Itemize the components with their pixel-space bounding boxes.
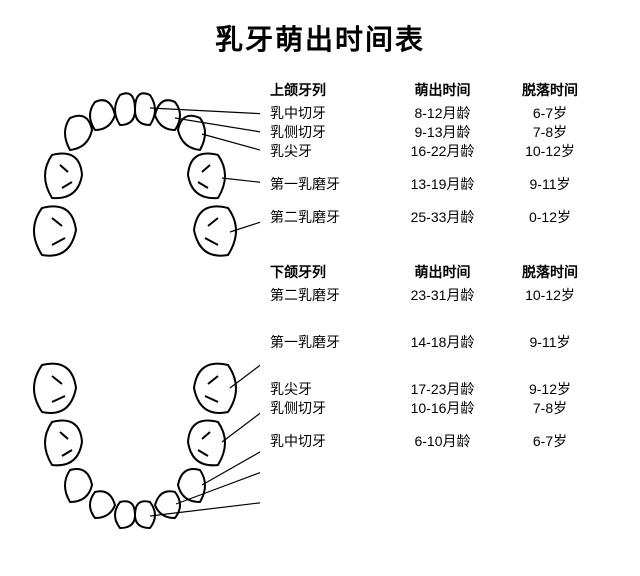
eruption-time: 6-10月龄 [385, 432, 500, 451]
content-area: 上颌牙列 萌出时间 脱落时间 乳中切牙 8-12月龄 6-7岁 乳侧切牙 9-1… [0, 58, 640, 550]
tooth-name: 第一乳磨牙 [270, 175, 385, 194]
shedding-time: 9-11岁 [500, 333, 600, 352]
eruption-time: 8-12月龄 [385, 104, 500, 123]
eruption-time: 16-22月龄 [385, 142, 500, 161]
header-eruption: 萌出时间 [385, 80, 500, 100]
table-row: 第二乳磨牙 25-33月龄 0-12岁 [270, 208, 620, 227]
shedding-time: 9-12岁 [500, 380, 600, 399]
tooth-name: 乳侧切牙 [270, 399, 385, 418]
shedding-time: 10-12岁 [500, 286, 600, 305]
shedding-time: 6-7岁 [500, 104, 600, 123]
table-row: 乳中切牙 8-12月龄 6-7岁 [270, 104, 620, 123]
tooth-name: 第一乳磨牙 [270, 333, 385, 352]
eruption-time: 14-18月龄 [385, 333, 500, 352]
table-row: 乳尖牙 16-22月龄 10-12岁 [270, 142, 620, 161]
tooth-name: 乳尖牙 [270, 380, 385, 399]
lower-teeth-table: 下颌牙列 萌出时间 脱落时间 第二乳磨牙 23-31月龄 10-12岁 第一乳磨… [270, 262, 620, 450]
tooth-name: 第二乳磨牙 [270, 208, 385, 227]
upper-table-header: 上颌牙列 萌出时间 脱落时间 [270, 80, 620, 100]
eruption-time: 23-31月龄 [385, 286, 500, 305]
tooth-name: 乳中切牙 [270, 104, 385, 123]
table-row: 乳尖牙 17-23月龄 9-12岁 [270, 380, 620, 399]
table-row: 第一乳磨牙 14-18月龄 9-11岁 [270, 333, 620, 352]
eruption-time: 9-13月龄 [385, 123, 500, 142]
tooth-name: 乳尖牙 [270, 142, 385, 161]
table-row: 第一乳磨牙 13-19月龄 9-11岁 [270, 175, 620, 194]
header-arch: 下颌牙列 [270, 262, 385, 282]
header-arch: 上颌牙列 [270, 80, 385, 100]
header-shedding: 脱落时间 [500, 80, 600, 100]
table-row: 第二乳磨牙 23-31月龄 10-12岁 [270, 286, 620, 305]
table-row: 乳中切牙 6-10月龄 6-7岁 [270, 432, 620, 451]
eruption-time: 10-16月龄 [385, 399, 500, 418]
tooth-name: 乳侧切牙 [270, 123, 385, 142]
tooth-name: 第二乳磨牙 [270, 286, 385, 305]
shedding-time: 7-8岁 [500, 123, 600, 142]
eruption-time: 17-23月龄 [385, 380, 500, 399]
eruption-time: 13-19月龄 [385, 175, 500, 194]
table-row: 乳侧切牙 9-13月龄 7-8岁 [270, 123, 620, 142]
upper-teeth-table: 上颌牙列 萌出时间 脱落时间 乳中切牙 8-12月龄 6-7岁 乳侧切牙 9-1… [270, 80, 620, 226]
upper-arch-diagram [10, 70, 260, 300]
table-row: 乳侧切牙 10-16月龄 7-8岁 [270, 399, 620, 418]
tooth-name: 乳中切牙 [270, 432, 385, 451]
shedding-time: 10-12岁 [500, 142, 600, 161]
lower-table-header: 下颌牙列 萌出时间 脱落时间 [270, 262, 620, 282]
header-eruption: 萌出时间 [385, 262, 500, 282]
teeth-diagram-column [10, 70, 270, 550]
eruption-time: 25-33月龄 [385, 208, 500, 227]
shedding-time: 7-8岁 [500, 399, 600, 418]
shedding-time: 9-11岁 [500, 175, 600, 194]
page-title: 乳牙萌出时间表 [0, 0, 640, 58]
lower-arch-diagram [10, 320, 260, 550]
tables-column: 上颌牙列 萌出时间 脱落时间 乳中切牙 8-12月龄 6-7岁 乳侧切牙 9-1… [270, 70, 620, 550]
shedding-time: 6-7岁 [500, 432, 600, 451]
shedding-time: 0-12岁 [500, 208, 600, 227]
header-shedding: 脱落时间 [500, 262, 600, 282]
